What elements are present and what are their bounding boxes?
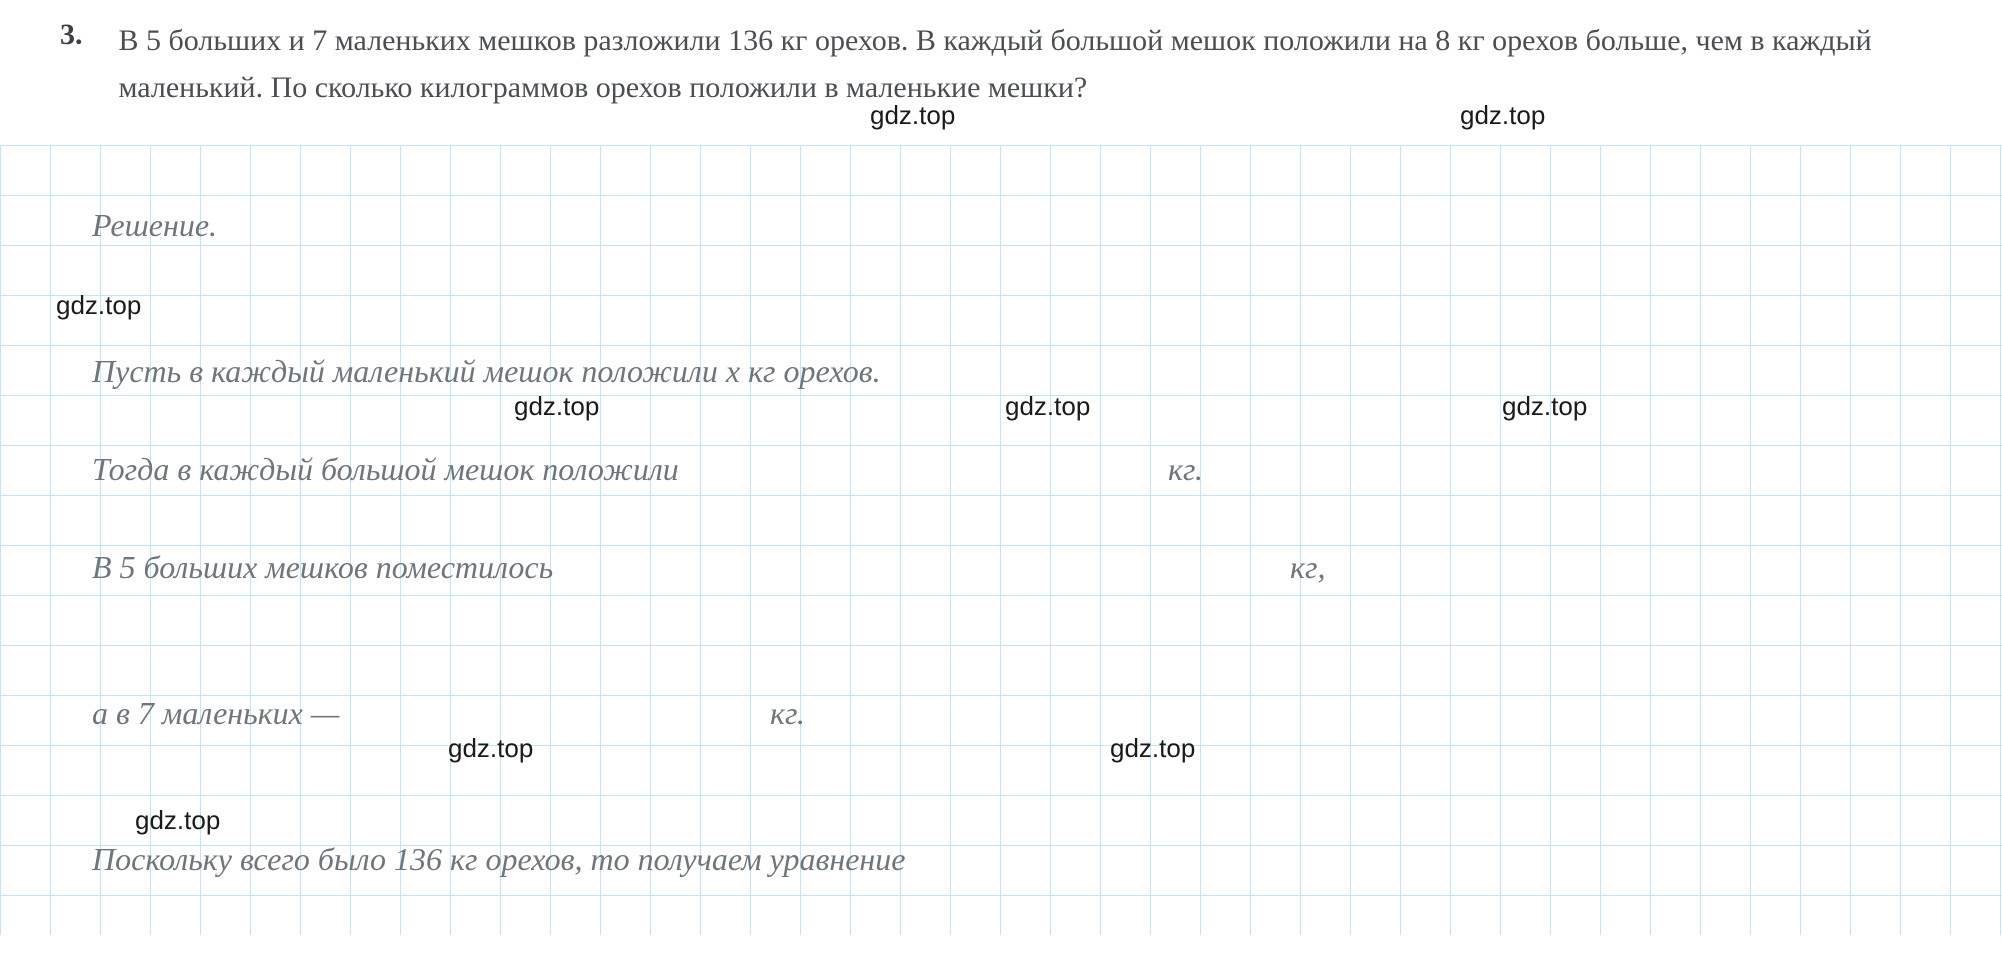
watermark: gdz.top	[1502, 391, 1587, 422]
watermark: gdz.top	[514, 391, 599, 422]
problem-text: В 5 больших и 7 маленьких мешков разложи…	[119, 18, 1943, 111]
watermark: gdz.top	[1460, 100, 1545, 131]
watermark: gdz.top	[870, 100, 955, 131]
watermark: gdz.top	[56, 290, 141, 321]
solution-line-4-unit: кг,	[1290, 549, 1325, 586]
watermark: gdz.top	[1110, 733, 1195, 764]
solution-line-2: Пусть в каждый маленький мешок положили …	[92, 353, 881, 390]
watermark: gdz.top	[1005, 391, 1090, 422]
solution-line-3: Тогда в каждый большой мешок положили	[92, 451, 679, 488]
problem-number: 3.	[60, 18, 83, 111]
solution-line-3-unit: кг.	[1168, 451, 1203, 488]
solution-heading: Решение.	[92, 207, 217, 244]
grid-area: Решение. gdz.top Пусть в каждый маленьки…	[0, 145, 2002, 935]
solution-line-5-unit: кг.	[770, 695, 805, 732]
watermark: gdz.top	[448, 733, 533, 764]
solution-line-5: а в 7 маленьких —	[92, 695, 339, 732]
watermark: gdz.top	[135, 805, 220, 836]
solution-line-4: В 5 больших мешков поместилось	[92, 549, 553, 586]
solution-line-6: Поскольку всего было 136 кг орехов, то п…	[92, 841, 906, 878]
problem-section: 3. В 5 больших и 7 маленьких мешков разл…	[0, 0, 2002, 111]
